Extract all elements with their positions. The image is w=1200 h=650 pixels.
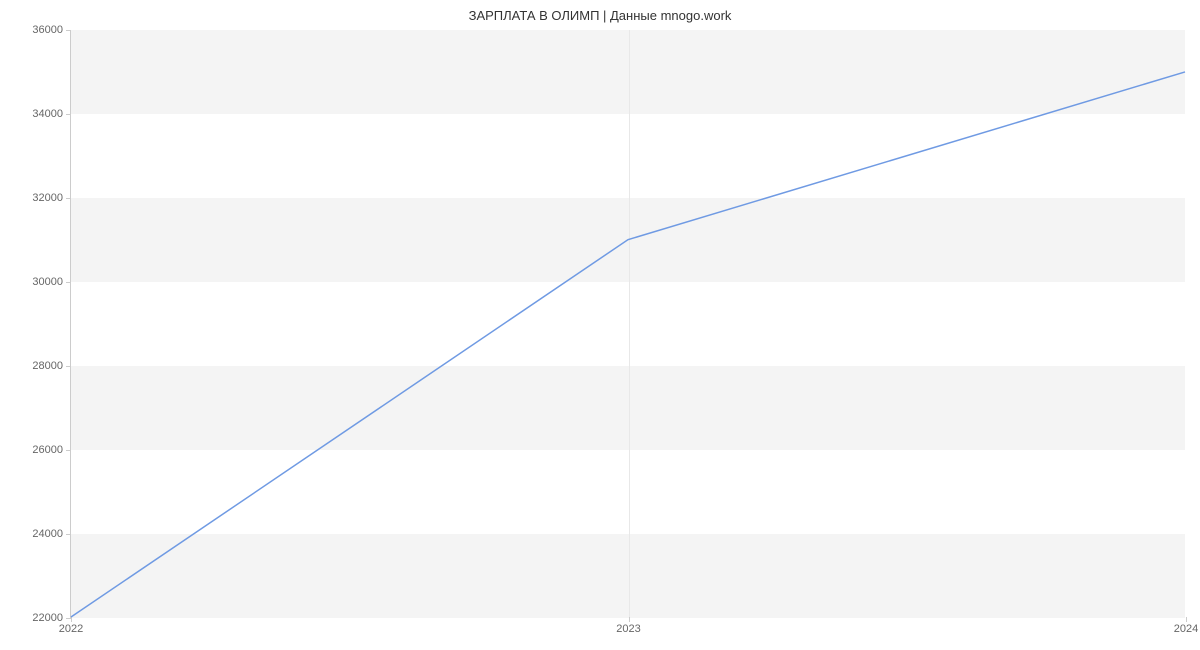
line-layer — [71, 30, 1185, 617]
x-tick-label: 2022 — [59, 623, 83, 635]
y-tick-label: 36000 — [32, 24, 63, 36]
y-tick-label: 24000 — [32, 528, 63, 540]
x-tick-mark — [1186, 617, 1187, 622]
series-line — [71, 72, 1185, 617]
x-tick-label: 2023 — [616, 623, 640, 635]
plot-area: 2200024000260002800030000320003400036000… — [70, 30, 1185, 618]
y-tick-label: 32000 — [32, 192, 63, 204]
y-tick-label: 28000 — [32, 360, 63, 372]
x-tick-mark — [629, 617, 630, 622]
y-tick-label: 30000 — [32, 276, 63, 288]
x-tick-mark — [71, 617, 72, 622]
chart-title: ЗАРПЛАТА В ОЛИМП | Данные mnogo.work — [0, 0, 1200, 23]
y-tick-label: 26000 — [32, 444, 63, 456]
y-tick-label: 34000 — [32, 108, 63, 120]
chart-container: 2200024000260002800030000320003400036000… — [70, 30, 1185, 618]
x-tick-label: 2024 — [1174, 623, 1198, 635]
